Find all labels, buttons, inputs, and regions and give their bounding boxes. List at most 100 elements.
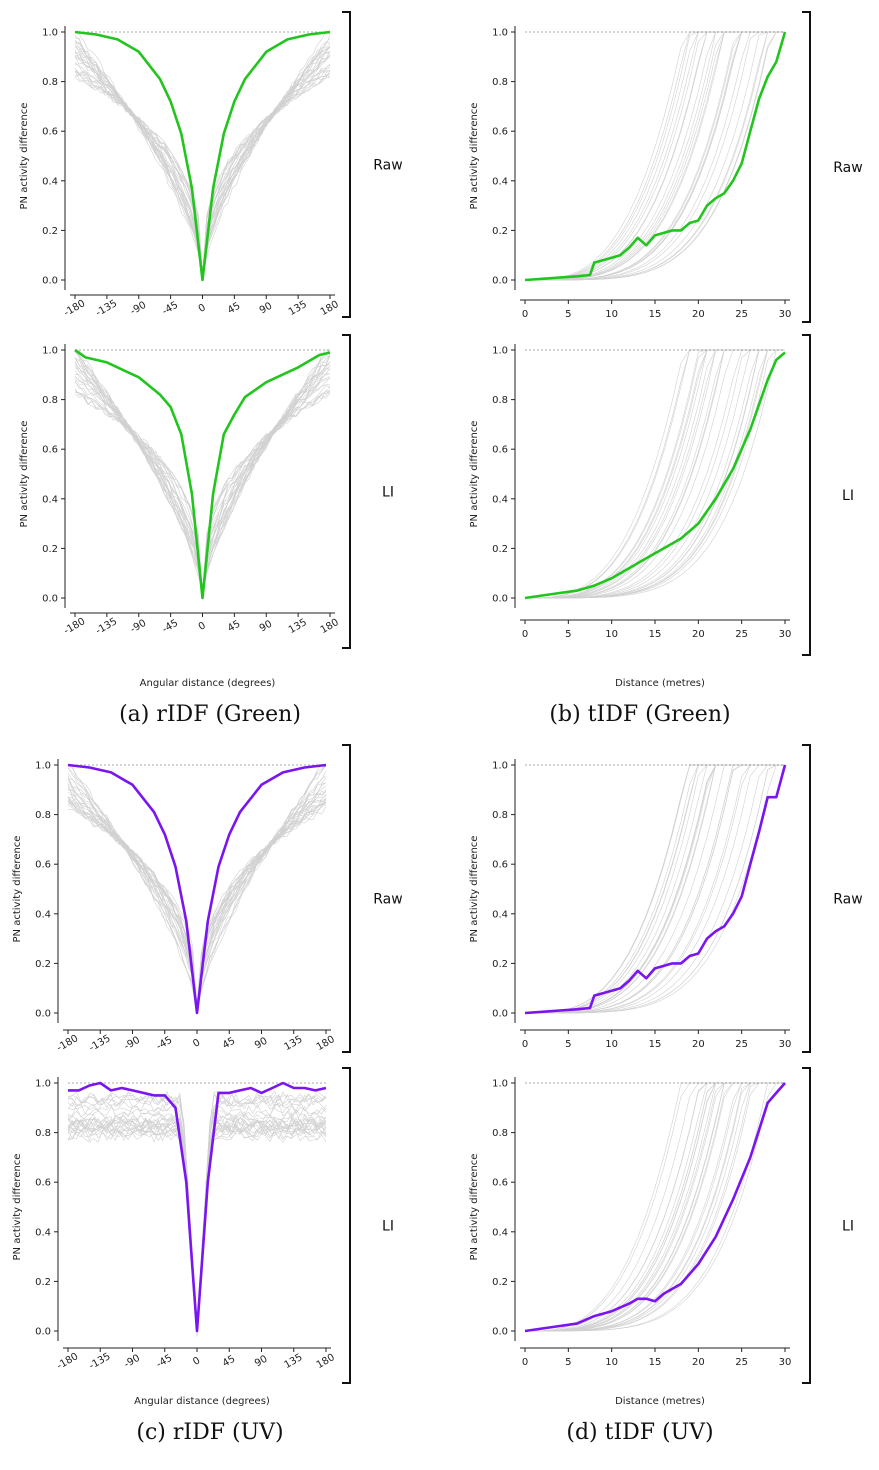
y-tick-label: 0.0 bbox=[35, 1327, 51, 1338]
row-bracket bbox=[802, 334, 811, 656]
trial-trace bbox=[67, 1123, 327, 1337]
trial-trace bbox=[74, 51, 331, 277]
trial-trace bbox=[525, 764, 785, 1014]
trial-trace bbox=[525, 1082, 785, 1332]
row-label: LI bbox=[842, 488, 854, 504]
x-tick-label: 30 bbox=[779, 309, 792, 320]
trial-trace bbox=[525, 349, 785, 599]
trial-trace bbox=[525, 31, 785, 281]
trial-trace bbox=[525, 349, 785, 599]
y-tick-label: 1.0 bbox=[492, 346, 508, 357]
trial-trace bbox=[525, 349, 785, 599]
trial-trace bbox=[67, 765, 327, 1008]
y-tick-label: 0.2 bbox=[35, 1277, 51, 1288]
trial-trace bbox=[67, 764, 327, 1011]
trial-traces bbox=[67, 764, 327, 1012]
trial-trace bbox=[74, 392, 331, 594]
y-tick-label: 0.8 bbox=[492, 77, 508, 88]
x-tick-label: -180 bbox=[62, 616, 87, 637]
x-tick-label: -135 bbox=[94, 298, 119, 319]
y-axis-label: PN activity difference bbox=[469, 103, 480, 210]
trial-trace bbox=[525, 764, 785, 1014]
x-tick-label: -180 bbox=[62, 298, 87, 319]
trial-trace bbox=[525, 764, 785, 1014]
x-tick-label: 5 bbox=[565, 1357, 571, 1368]
x-tick-label: -90 bbox=[129, 300, 149, 318]
trial-trace bbox=[525, 31, 785, 281]
trial-trace bbox=[525, 1082, 785, 1332]
y-tick-label: 0.4 bbox=[492, 176, 508, 187]
trial-trace bbox=[525, 764, 785, 1014]
trial-trace bbox=[525, 31, 785, 281]
trial-traces bbox=[525, 31, 785, 281]
trial-trace bbox=[74, 356, 331, 597]
trial-trace bbox=[525, 349, 785, 599]
y-tick-label: 0.8 bbox=[42, 77, 58, 88]
trial-trace bbox=[67, 806, 327, 1012]
trial-trace bbox=[525, 1082, 785, 1332]
trial-trace bbox=[67, 1103, 327, 1331]
trial-trace bbox=[525, 31, 785, 281]
trial-trace bbox=[525, 31, 785, 281]
row-bracket bbox=[802, 11, 811, 323]
series-line bbox=[524, 351, 786, 600]
y-tick-label: 0.6 bbox=[492, 127, 508, 138]
trial-trace bbox=[525, 764, 785, 1014]
x-tick-label: 90 bbox=[253, 1354, 270, 1370]
y-tick-label: 0.8 bbox=[492, 395, 508, 406]
trial-trace bbox=[525, 349, 785, 599]
trial-trace bbox=[525, 349, 785, 599]
trial-trace bbox=[525, 31, 785, 281]
trial-trace bbox=[525, 31, 785, 281]
trial-trace bbox=[525, 1082, 785, 1332]
trial-trace bbox=[525, 31, 785, 281]
y-axis-label: PN activity difference bbox=[469, 836, 480, 943]
trial-trace bbox=[525, 31, 785, 281]
row-bracket bbox=[342, 744, 351, 1053]
trial-trace bbox=[525, 349, 785, 599]
series-line bbox=[74, 30, 331, 282]
trial-trace bbox=[67, 783, 327, 1005]
y-tick-label: 0.6 bbox=[42, 445, 58, 456]
trial-trace bbox=[525, 31, 785, 281]
trial-trace bbox=[74, 73, 331, 279]
trial-traces bbox=[67, 1090, 327, 1337]
series-line bbox=[524, 1082, 786, 1333]
trial-trace bbox=[67, 1110, 327, 1334]
x-tick-label: 30 bbox=[779, 1357, 792, 1368]
trial-trace bbox=[74, 390, 331, 595]
trial-trace bbox=[525, 1082, 785, 1332]
x-tick-label: 15 bbox=[649, 629, 662, 640]
trial-trace bbox=[525, 31, 785, 281]
trial-trace bbox=[525, 764, 785, 1014]
trial-trace bbox=[525, 764, 785, 1014]
y-tick-label: 0.2 bbox=[42, 544, 58, 555]
y-tick-label: 0.8 bbox=[492, 810, 508, 821]
trial-trace bbox=[525, 31, 785, 281]
panel-a-raw: 0.0 0.2 0.4 0.6 0.8 1.0 PN activity difference… bbox=[19, 11, 403, 319]
x-tick-label: 135 bbox=[282, 1352, 304, 1371]
trial-trace bbox=[525, 1082, 785, 1332]
x-tick-label: 5 bbox=[565, 1039, 571, 1050]
x-tick-label: 5 bbox=[565, 309, 571, 320]
trial-trace bbox=[525, 349, 785, 599]
trial-trace bbox=[74, 349, 330, 592]
panel-b-raw: 0.0 0.2 0.4 0.6 0.8 1.0 PN activity difference… bbox=[469, 11, 863, 323]
x-tick-label: -180 bbox=[55, 1351, 80, 1372]
x-tick-label: 25 bbox=[735, 1357, 748, 1368]
series-line bbox=[524, 764, 787, 1015]
trial-trace bbox=[67, 775, 327, 1011]
trial-trace bbox=[67, 1122, 327, 1334]
trial-trace bbox=[525, 764, 785, 1014]
trial-trace bbox=[525, 31, 785, 281]
trial-trace bbox=[525, 31, 785, 281]
y-axis-label: PN activity difference bbox=[469, 1154, 480, 1261]
caption-c: (c) rIDF (UV) bbox=[136, 1420, 284, 1445]
trial-trace bbox=[67, 794, 327, 1007]
trial-trace bbox=[67, 1114, 327, 1326]
x-tick-label: 45 bbox=[226, 301, 243, 317]
y-tick-label: 1.0 bbox=[35, 761, 51, 772]
x-tick-label: 15 bbox=[649, 1357, 662, 1368]
x-tick-label: 0 bbox=[197, 620, 208, 633]
x-tick-label: 0 bbox=[522, 1357, 528, 1368]
